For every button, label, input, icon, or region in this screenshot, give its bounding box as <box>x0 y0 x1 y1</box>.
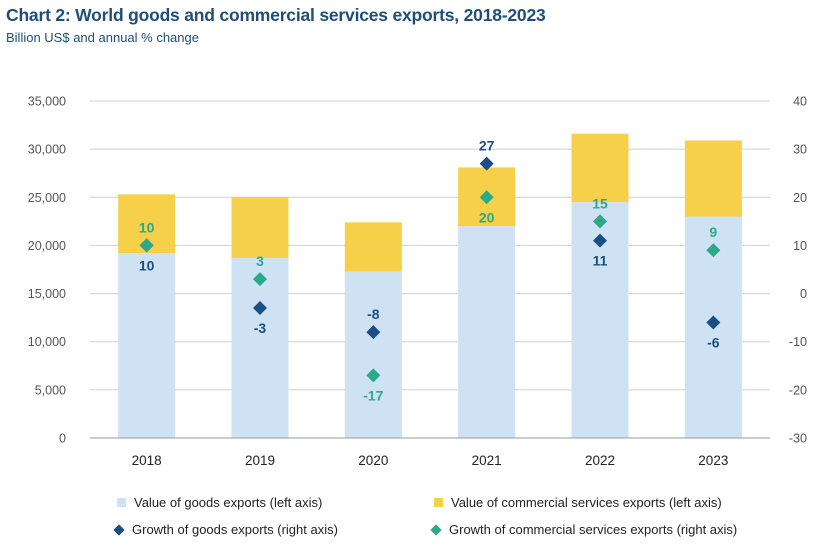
data-label-services-growth: 3 <box>256 253 264 269</box>
data-label-goods-growth: 27 <box>479 138 495 154</box>
data-label-services-growth: -17 <box>363 387 383 403</box>
data-label-goods-growth: 10 <box>139 257 155 273</box>
marker-goods-growth <box>366 325 381 340</box>
right-tick-label: 30 <box>793 143 807 157</box>
left-tick-label: 5,000 <box>35 383 66 397</box>
legend-services-growth-marker <box>430 523 442 536</box>
bar-services-value <box>571 133 629 203</box>
data-label-services-growth: 9 <box>709 224 717 240</box>
legend-goods-growth: Growth of goods exports (right axis) <box>113 522 338 537</box>
left-tick-label: 0 <box>59 432 66 446</box>
legend-goods-value-label: Value of goods exports (left axis) <box>134 495 323 510</box>
data-label-goods-growth: -8 <box>367 306 380 322</box>
x-tick-label: 2022 <box>585 453 615 468</box>
bar-goods-value <box>118 253 176 438</box>
bar-goods-value <box>458 226 516 438</box>
legend-services-growth-label: Growth of commercial services exports (r… <box>449 522 738 537</box>
data-label-services-growth: 10 <box>139 219 155 235</box>
bar-goods-value <box>344 271 402 438</box>
x-tick-label: 2019 <box>245 453 275 468</box>
marker-services-growth <box>139 238 154 253</box>
legend-services-value-label: Value of commercial services exports (le… <box>451 495 722 510</box>
left-tick-label: 35,000 <box>28 95 66 109</box>
left-tick-label: 15,000 <box>28 287 66 301</box>
legend-services-value-swatch <box>434 498 443 507</box>
right-tick-label: -30 <box>789 432 807 446</box>
bar-services-value <box>231 197 289 258</box>
data-label-goods-growth: -6 <box>707 334 720 350</box>
marker-services-growth <box>479 190 494 205</box>
right-tick-label: 40 <box>793 95 807 109</box>
right-tick-label: 0 <box>800 287 807 301</box>
left-tick-label: 10,000 <box>28 335 66 349</box>
data-label-goods-growth: -3 <box>254 320 267 336</box>
left-tick-label: 20,000 <box>28 239 66 253</box>
x-tick-label: 2023 <box>698 453 728 468</box>
data-label-services-growth: 15 <box>592 195 608 211</box>
marker-goods-growth <box>253 301 267 316</box>
right-tick-label: -20 <box>789 383 807 397</box>
chart-title: Chart 2: World goods and commercial serv… <box>6 5 546 25</box>
right-tick-label: -10 <box>789 335 807 349</box>
right-tick-label: 10 <box>793 239 807 253</box>
right-tick-label: 20 <box>793 191 807 205</box>
marker-goods-growth <box>706 315 721 330</box>
marker-goods-growth <box>479 156 494 171</box>
marker-services-growth <box>593 214 607 229</box>
bar-services-value <box>684 140 742 217</box>
bar-services-value <box>344 222 402 272</box>
legend-services-value: Value of commercial services exports (le… <box>434 495 722 510</box>
marker-services-growth <box>706 243 721 258</box>
legend-goods-value: Value of goods exports (left axis) <box>117 495 322 510</box>
chart-subtitle: Billion US$ and annual % change <box>6 30 199 45</box>
marker-services-growth <box>366 368 381 383</box>
legend-goods-value-swatch <box>117 498 126 507</box>
legend-services-growth: Growth of commercial services exports (r… <box>430 522 738 537</box>
x-tick-label: 2018 <box>132 453 162 468</box>
left-tick-label: 30,000 <box>28 143 66 157</box>
left-tick-label: 25,000 <box>28 191 66 205</box>
marker-goods-growth <box>593 233 607 248</box>
data-label-services-growth: 20 <box>479 209 495 225</box>
bar-goods-value <box>231 257 289 438</box>
legend-goods-growth-marker <box>113 523 125 536</box>
x-tick-label: 2020 <box>358 453 388 468</box>
x-tick-label: 2021 <box>472 453 502 468</box>
data-label-goods-growth: 11 <box>593 253 608 269</box>
marker-services-growth <box>253 272 267 287</box>
legend-goods-growth-label: Growth of goods exports (right axis) <box>132 522 338 537</box>
